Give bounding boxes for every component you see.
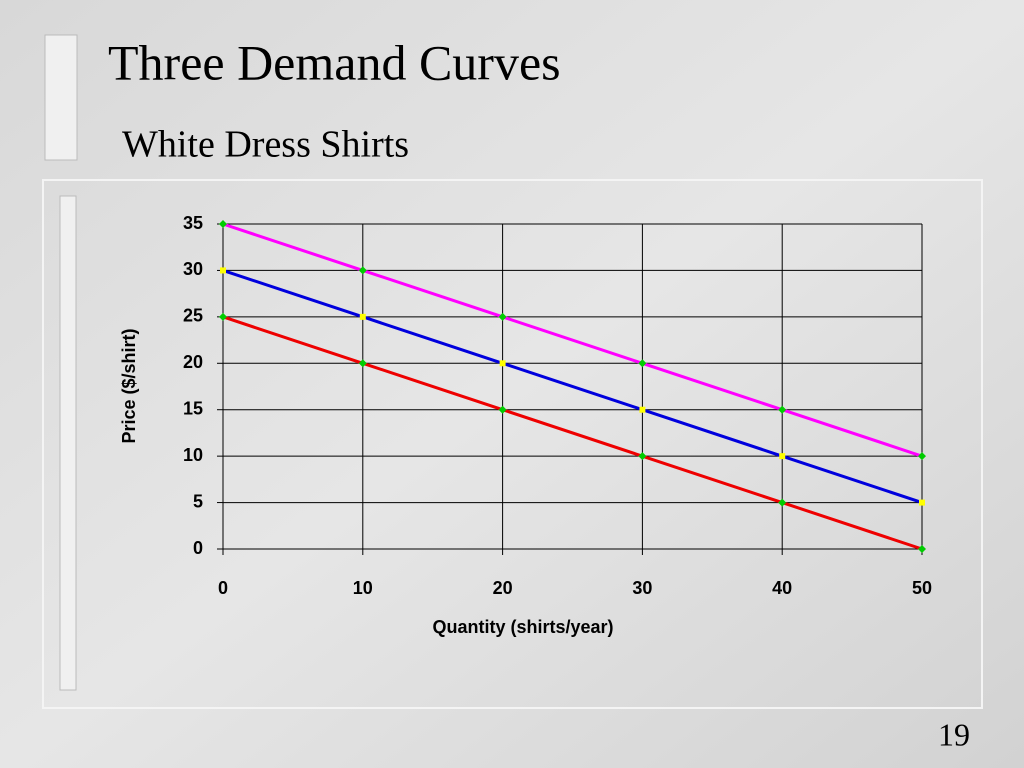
point-marker (919, 499, 925, 506)
x-tick-label: 30 (632, 578, 652, 598)
x-tick-label: 40 (772, 578, 792, 598)
slide-subtitle: White Dress Shirts (122, 124, 409, 166)
chart-frame (42, 179, 983, 709)
y-tick-label: 20 (183, 352, 203, 372)
point-marker (779, 453, 786, 460)
y-tick-label: 10 (183, 445, 203, 465)
point-marker (918, 545, 926, 553)
y-tick-label: 35 (183, 213, 203, 233)
y-tick-label: 0 (193, 538, 203, 558)
point-marker (219, 220, 227, 228)
point-marker (219, 312, 227, 321)
y-axis-label: Price ($/shirt) (119, 328, 139, 443)
slide-title: Three Demand Curves (108, 34, 561, 90)
point-marker (639, 406, 646, 413)
x-axis-label: Quantity (shirts/year) (432, 617, 613, 637)
point-marker (638, 452, 647, 461)
point-marker (638, 359, 647, 368)
page-number: 19 (938, 716, 970, 752)
point-marker (498, 312, 507, 321)
demand-line (222, 315, 923, 551)
decor-bar (44, 34, 78, 161)
point-marker (778, 498, 787, 507)
point-marker (220, 267, 226, 274)
x-tick-label: 20 (493, 578, 513, 598)
point-marker (778, 405, 787, 414)
point-marker (358, 266, 367, 275)
point-marker (918, 452, 926, 461)
point-marker (358, 359, 367, 368)
point-marker (499, 360, 506, 367)
y-tick-label: 25 (183, 306, 203, 326)
x-tick-label: 10 (353, 578, 373, 598)
y-tick-label: 15 (183, 398, 203, 418)
decor-bar (59, 195, 77, 691)
x-tick-label: 50 (912, 578, 932, 598)
y-tick-label: 30 (183, 259, 203, 279)
x-tick-label: 0 (218, 578, 228, 598)
point-marker (359, 313, 366, 320)
y-tick-label: 5 (193, 491, 203, 511)
demand-line (222, 269, 923, 504)
demand-line (222, 222, 923, 458)
point-marker (498, 405, 507, 414)
